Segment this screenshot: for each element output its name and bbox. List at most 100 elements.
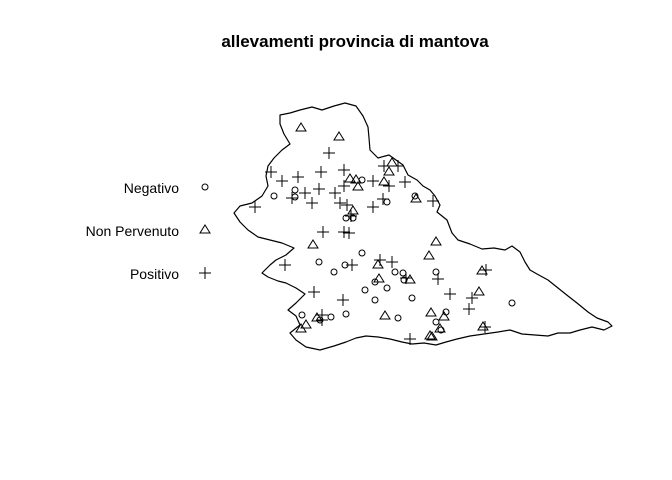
- positivo-point: [279, 259, 291, 271]
- negativo-point: [330, 268, 338, 276]
- positivo-point: [286, 192, 298, 204]
- positivo-point: [399, 176, 411, 188]
- negativo-point: [394, 314, 402, 322]
- legend-label-positivo: Positivo: [130, 266, 179, 282]
- positivo-point: [378, 160, 390, 172]
- positivo-point: [404, 333, 416, 345]
- positivo-point: [345, 210, 357, 222]
- map-title: allevamenti provincia di mantova: [221, 32, 489, 51]
- negativo-point: [432, 318, 440, 326]
- positivo-point: [249, 201, 261, 213]
- negativo-point: [371, 296, 379, 304]
- positivo-point: [338, 164, 350, 176]
- positivo-point: [374, 254, 386, 266]
- non-pervenuto-point: [300, 319, 312, 329]
- positivo-point: [341, 199, 353, 211]
- positivo-point: [299, 187, 311, 199]
- positivo-point: [466, 292, 478, 304]
- non-pervenuto-point: [295, 122, 307, 132]
- non-pervenuto-point: [424, 330, 436, 340]
- positivo-point: [315, 166, 327, 178]
- positivo-point: [392, 160, 404, 172]
- positivo-point: [427, 195, 439, 207]
- non-pervenuto-point: [333, 131, 345, 141]
- positivo-point: [334, 197, 346, 209]
- positivo-point: [367, 201, 379, 213]
- non-pervenuto-point: [434, 323, 446, 333]
- positivo-point: [313, 183, 325, 195]
- positivo-point: [329, 187, 341, 199]
- positivo-point: [316, 314, 328, 326]
- positivo-point: [338, 226, 350, 238]
- non-pervenuto-point: [379, 310, 391, 320]
- negativo-point: [399, 269, 407, 277]
- non-pervenuto-point: [307, 239, 319, 249]
- legend-plus-icon: [199, 267, 211, 279]
- negativo-point: [383, 198, 391, 206]
- non-pervenuto-point: [430, 236, 442, 246]
- legend-triangle-icon: [199, 224, 211, 234]
- negativo-point: [408, 294, 416, 302]
- negativo-point: [342, 214, 350, 222]
- farm-points: [249, 122, 516, 345]
- non-pervenuto-point: [426, 331, 438, 341]
- positivo-point: [346, 259, 358, 271]
- negativo-point: [361, 286, 369, 294]
- negativo-point: [315, 258, 323, 266]
- negativo-point: [432, 268, 440, 276]
- positivo-point: [308, 286, 320, 298]
- legend-label-negativo: Negativo: [124, 180, 179, 196]
- non-pervenuto-point: [438, 311, 450, 321]
- positivo-point: [343, 227, 355, 239]
- non-pervenuto-point: [477, 321, 489, 331]
- non-pervenuto-point: [473, 286, 485, 296]
- negativo-point: [391, 268, 399, 276]
- non-pervenuto-point: [350, 174, 362, 184]
- negativo-point: [358, 249, 366, 257]
- province-boundary: [233, 102, 613, 351]
- positivo-point: [292, 171, 304, 183]
- positivo-point: [383, 180, 395, 192]
- non-pervenuto-point: [423, 250, 435, 260]
- positivo-point: [276, 175, 288, 187]
- positivo-point: [338, 180, 350, 192]
- legend-item-positivo: Positivo: [130, 266, 211, 282]
- positivo-point: [444, 288, 456, 300]
- non-pervenuto-point: [372, 259, 384, 269]
- negativo-point: [270, 192, 278, 200]
- positivo-point: [306, 197, 318, 209]
- legend-item-negativo: Negativo: [124, 180, 209, 196]
- non-pervenuto-point: [383, 166, 395, 176]
- non-pervenuto-point: [425, 307, 437, 317]
- positivo-point: [367, 175, 379, 187]
- legend-item-non-pervenuto: Non Pervenuto: [86, 223, 211, 239]
- positivo-point: [337, 294, 349, 306]
- negativo-point: [411, 192, 419, 200]
- negativo-point: [342, 310, 350, 318]
- positivo-point: [317, 226, 329, 238]
- negativo-point: [383, 284, 391, 292]
- non-pervenuto-point: [295, 323, 307, 333]
- non-pervenuto-point: [404, 274, 416, 284]
- non-pervenuto-point: [344, 173, 356, 183]
- positivo-point: [377, 193, 389, 205]
- non-pervenuto-point: [410, 193, 422, 203]
- non-pervenuto-point: [378, 176, 390, 186]
- legend: Negativo Non Pervenuto Positivo: [86, 180, 211, 282]
- non-pervenuto-point: [347, 205, 359, 215]
- non-pervenuto-point: [311, 312, 323, 322]
- legend-label-non-pervenuto: Non Pervenuto: [86, 223, 180, 239]
- positivo-point: [265, 166, 277, 178]
- non-pervenuto-point: [373, 273, 385, 283]
- positivo-point: [386, 256, 398, 268]
- positivo-point: [463, 303, 475, 315]
- negativo-point: [327, 313, 335, 321]
- positivo-point: [479, 321, 491, 333]
- positivo-point: [432, 273, 444, 285]
- negativo-point: [349, 214, 357, 222]
- negativo-point: [291, 186, 299, 194]
- positivo-point: [400, 272, 412, 284]
- negativo-point: [291, 193, 299, 201]
- negativo-point: [298, 311, 306, 319]
